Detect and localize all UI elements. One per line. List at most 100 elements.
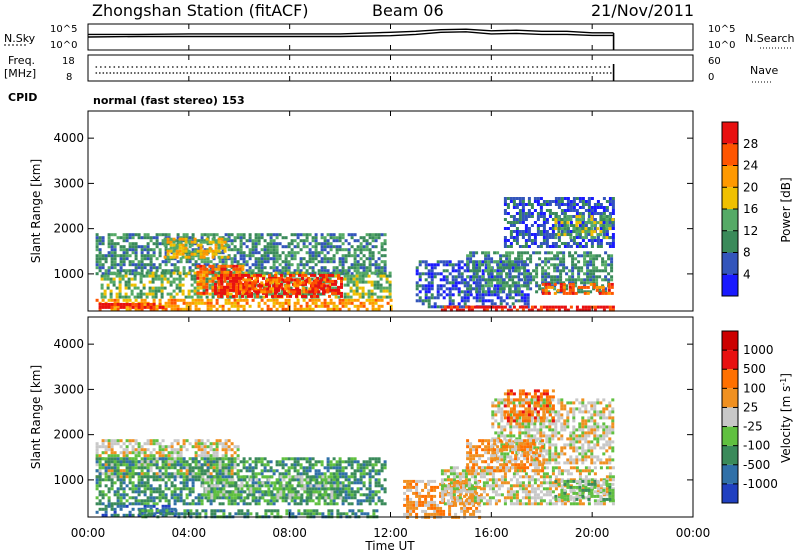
heatmap-cell [254,481,258,485]
heatmap-cell [128,242,132,246]
heatmap-cell [548,209,552,212]
heatmap-cell [161,454,165,458]
heatmap-cell [553,254,557,258]
heatmap-cell [272,242,276,246]
heatmap-cell [353,239,357,243]
heatmap-cell [605,209,609,212]
heatmap-cell [244,273,247,277]
heatmap-cell [196,273,200,277]
heatmap-cell [110,457,114,461]
heatmap-cell [239,490,243,494]
heatmap-cell [581,236,585,240]
heatmap-cell [371,245,375,249]
heatmap-cell [176,457,180,461]
heatmap-cell [533,233,537,236]
heatmap-cell [305,290,309,294]
heatmap-cell [272,496,276,500]
heatmap-cell [152,307,156,311]
heatmap-cell [556,266,560,270]
heatmap-cell [203,442,207,446]
heatmap-cell [575,230,579,234]
heatmap-cell [170,304,174,308]
heatmap-cell [191,502,195,506]
heatmap-cell [487,293,491,297]
heatmap-cell [557,197,561,200]
heatmap-cell [247,271,251,275]
heatmap-cell [551,227,555,230]
heatmap-cell [284,469,288,473]
heatmap-cell [566,203,570,206]
heatmap-cell [131,445,135,449]
heatmap-cell [278,301,282,305]
heatmap-cell [131,233,135,237]
heatmap-cell [569,224,573,227]
heatmap-cell [335,460,339,464]
heatmap-cell [211,249,215,253]
heatmap-cell [152,439,156,443]
heatmap-cell [353,496,357,500]
heatmap-cell [155,502,159,506]
heatmap-cell [445,287,449,291]
heatmap-cell [469,269,473,273]
heatmap-cell [137,233,141,237]
heatmap-cell [586,275,590,279]
heatmap-cell [149,454,153,458]
heatmap-cell [194,463,198,467]
heatmap-cell [146,242,150,246]
heatmap-cell [526,305,530,309]
heatmap-cell [214,240,218,244]
heatmap-cell [104,257,108,261]
heatmap-cell [206,472,210,476]
heatmap-cell [254,490,258,494]
heatmap-cell [227,460,231,464]
heatmap-cell [95,457,99,461]
heatmap-cell [116,254,120,258]
heatmap-cell [335,245,339,249]
heatmap-cell [359,257,363,261]
heatmap-cell [487,275,491,279]
heatmap-cell [296,284,300,288]
heatmap-cell [542,203,546,206]
heatmap-cell [308,457,312,461]
heatmap-cell [173,502,177,506]
heatmap-cell [524,230,528,233]
heatmap-cell [187,240,191,244]
heatmap-cell [589,282,593,286]
heatmap-cell [242,304,246,308]
heatmap-cell [326,304,330,308]
heatmap-cell [293,469,297,473]
heatmap-cell [107,266,111,270]
heatmap-cell [188,266,192,270]
heatmap-cell [353,460,357,464]
heatmap-cell [260,460,264,464]
heatmap-cell [553,281,557,285]
heatmap-cell [248,287,252,291]
heatmap-cell [236,463,240,467]
heatmap-cell [299,466,303,470]
heatmap-cell [581,245,585,248]
heatmap-cell [559,269,563,273]
heatmap-cell [239,287,243,291]
heatmap-cell [287,290,291,294]
heatmap-cell [131,490,135,494]
heatmap-cell [173,496,177,500]
heatmap-cell [275,233,279,237]
heatmap-cell [251,481,255,485]
heatmap-cell [538,287,542,291]
heatmap-cell [353,257,357,261]
heatmap-cell [509,200,513,203]
heatmap-cell [272,301,276,305]
heatmap-cell [98,484,102,488]
heatmap-cell [143,457,147,461]
heatmap-cell [266,257,270,261]
heatmap-cell [121,274,125,278]
heatmap-cell [185,301,189,305]
heatmap-cell [536,230,540,233]
heatmap-cell [116,304,120,308]
heatmap-cell [257,233,261,237]
heatmap-cell [559,282,563,286]
heatmap-cell [211,276,215,280]
heatmap-cell [605,218,609,222]
heatmap-cell [515,308,519,312]
